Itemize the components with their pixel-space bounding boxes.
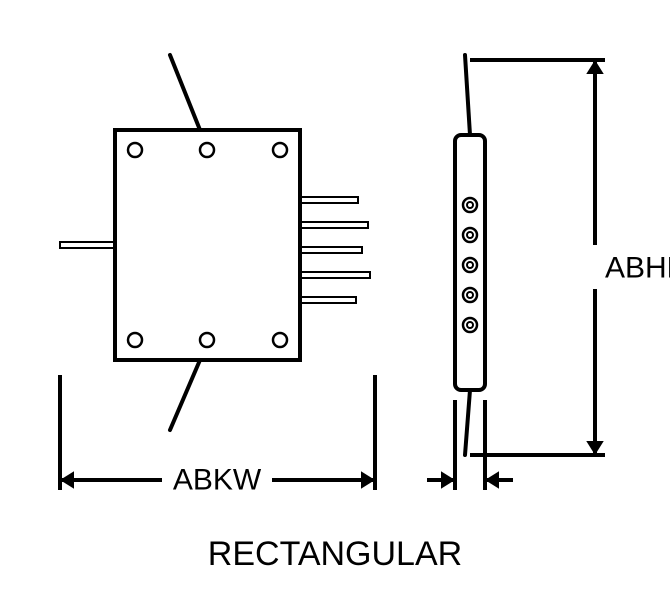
front-hole-2 — [273, 143, 287, 157]
dim-width-label: ABKW — [173, 464, 262, 497]
front-right-pin-3 — [298, 272, 370, 278]
front-right-pin-4 — [298, 297, 356, 303]
front-body — [115, 130, 300, 360]
side-terminal-inner-3 — [467, 292, 473, 298]
diagram-title: RECTANGULAR — [208, 535, 462, 573]
front-wire-bottom — [170, 360, 200, 430]
dim-height-arrow-top — [586, 60, 604, 74]
side-wire-bottom — [465, 390, 470, 455]
dim-height-arrow-bottom — [586, 441, 604, 455]
front-right-pin-0 — [298, 197, 358, 203]
side-wire-top — [465, 55, 470, 135]
side-terminal-inner-4 — [467, 322, 473, 328]
front-hole-0 — [128, 143, 142, 157]
side-terminal-inner-2 — [467, 262, 473, 268]
side-terminal-inner-1 — [467, 232, 473, 238]
dim-height-label: ABHP — [605, 252, 670, 285]
front-left-pin — [60, 242, 117, 248]
front-hole-5 — [273, 333, 287, 347]
front-hole-3 — [128, 333, 142, 347]
dim-thick-arrow-left — [441, 471, 455, 489]
dim-thick-arrow-right — [485, 471, 499, 489]
side-terminal-inner-0 — [467, 202, 473, 208]
front-wire-top — [170, 55, 200, 130]
dim-width-arrow-right — [361, 471, 375, 489]
front-hole-1 — [200, 143, 214, 157]
front-right-pin-1 — [298, 222, 368, 228]
front-hole-4 — [200, 333, 214, 347]
front-right-pin-2 — [298, 247, 362, 253]
dim-width-arrow-left — [60, 471, 74, 489]
